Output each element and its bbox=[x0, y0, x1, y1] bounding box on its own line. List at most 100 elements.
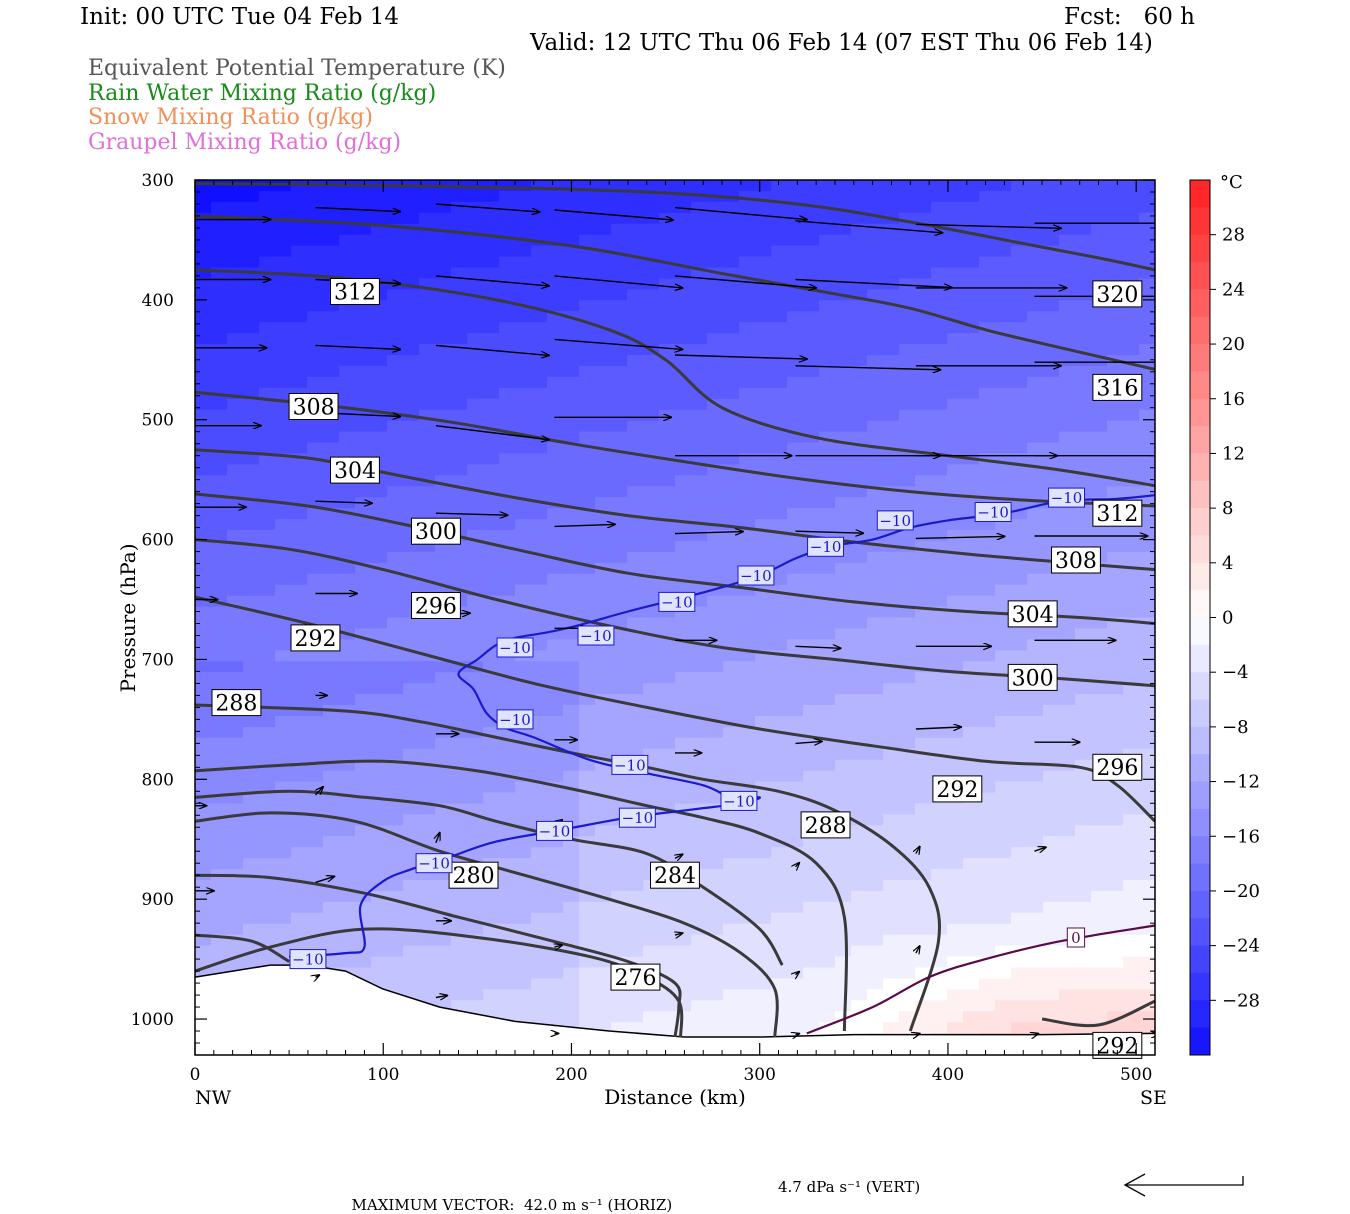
fill-cell bbox=[355, 366, 372, 378]
fill-cell bbox=[707, 978, 724, 990]
fill-cell bbox=[643, 268, 660, 280]
fill-cell bbox=[755, 672, 772, 684]
fill-cell bbox=[899, 771, 916, 783]
fill-cell bbox=[1091, 235, 1108, 247]
fill-cell bbox=[499, 694, 516, 706]
fill-cell bbox=[867, 344, 884, 356]
fill-cell bbox=[595, 771, 612, 783]
fill-cell bbox=[387, 650, 404, 662]
fill-cell bbox=[675, 782, 692, 794]
fill-cell bbox=[355, 355, 372, 367]
fill-cell bbox=[387, 311, 404, 323]
fill-cell bbox=[531, 246, 548, 258]
fill-cell bbox=[915, 672, 932, 684]
fill-cell bbox=[627, 224, 644, 236]
fill-cell bbox=[211, 803, 228, 815]
fill-cell bbox=[691, 727, 708, 739]
fill-cell bbox=[403, 399, 420, 411]
fill-cell bbox=[675, 289, 692, 301]
fill-cell bbox=[883, 628, 900, 640]
fill-cell bbox=[563, 803, 580, 815]
fill-cell bbox=[515, 508, 532, 520]
fill-cell bbox=[259, 913, 276, 925]
fill-cell bbox=[387, 771, 404, 783]
fill-cell bbox=[371, 311, 388, 323]
fill-cell bbox=[819, 464, 836, 476]
fill-cell bbox=[355, 683, 372, 695]
fill-cell bbox=[403, 213, 420, 225]
fill-cell bbox=[195, 246, 212, 258]
fill-cell bbox=[787, 694, 804, 706]
fill-cell bbox=[803, 300, 820, 312]
fill-cell bbox=[931, 333, 948, 345]
fill-cell bbox=[563, 410, 580, 422]
fill-cell bbox=[1139, 672, 1156, 684]
fill-cell bbox=[371, 836, 388, 848]
fill-cell bbox=[627, 213, 644, 225]
fill-cell bbox=[563, 585, 580, 597]
fill-cell bbox=[723, 738, 740, 750]
fill-cell bbox=[339, 607, 356, 619]
fill-cell bbox=[867, 475, 884, 487]
fill-cell bbox=[323, 246, 340, 258]
fill-cell bbox=[211, 289, 228, 301]
fill-cell bbox=[755, 880, 772, 892]
fill-cell bbox=[1075, 847, 1092, 859]
fill-cell bbox=[579, 475, 596, 487]
fill-cell bbox=[707, 443, 724, 455]
fill-cell bbox=[899, 924, 916, 936]
fill-cell bbox=[627, 585, 644, 597]
fill-cell bbox=[371, 421, 388, 433]
fill-cell bbox=[595, 989, 612, 1001]
fill-cell bbox=[243, 464, 260, 476]
fill-cell bbox=[915, 552, 932, 564]
fill-cell bbox=[547, 224, 564, 236]
fill-cell bbox=[307, 311, 324, 323]
fill-cell bbox=[467, 968, 484, 980]
fill-cell bbox=[627, 202, 644, 214]
fill-cell bbox=[739, 552, 756, 564]
fill-cell bbox=[515, 519, 532, 531]
fill-cell bbox=[771, 388, 788, 400]
fill-cell bbox=[739, 202, 756, 214]
fill-cell bbox=[531, 257, 548, 269]
isotherm-minus10-label: −10 bbox=[622, 809, 654, 827]
fill-cell bbox=[675, 246, 692, 258]
fill-cell bbox=[819, 421, 836, 433]
fill-cell bbox=[595, 978, 612, 990]
fill-cell bbox=[595, 257, 612, 269]
fill-cell bbox=[1011, 322, 1028, 334]
fill-cell bbox=[931, 377, 948, 389]
fill-cell bbox=[243, 224, 260, 236]
fill-cell bbox=[739, 891, 756, 903]
fill-cell bbox=[1027, 311, 1044, 323]
fill-cell bbox=[259, 202, 276, 214]
fill-cell bbox=[787, 464, 804, 476]
fill-cell bbox=[307, 727, 324, 739]
fill-cell bbox=[787, 705, 804, 717]
fill-cell bbox=[947, 880, 964, 892]
fill-cell bbox=[819, 388, 836, 400]
fill-cell bbox=[563, 672, 580, 684]
fill-cell bbox=[1059, 683, 1076, 695]
fill-cell bbox=[1027, 705, 1044, 717]
fill-cell bbox=[355, 432, 372, 444]
fill-cell bbox=[451, 782, 468, 794]
fill-cell bbox=[1011, 399, 1028, 411]
fill-cell bbox=[915, 377, 932, 389]
fill-cell bbox=[771, 596, 788, 608]
fill-cell bbox=[1139, 596, 1156, 608]
fill-cell bbox=[467, 924, 484, 936]
fill-cell bbox=[275, 432, 292, 444]
fill-cell bbox=[867, 563, 884, 575]
fill-cell bbox=[995, 224, 1012, 236]
fill-cell bbox=[227, 891, 244, 903]
fill-cell bbox=[675, 399, 692, 411]
fill-cell bbox=[755, 760, 772, 772]
fill-cell bbox=[867, 957, 884, 969]
fill-cell bbox=[227, 508, 244, 520]
fill-cell bbox=[195, 191, 212, 203]
fill-cell bbox=[1011, 443, 1028, 455]
fill-cell bbox=[1123, 946, 1140, 958]
fill-cell bbox=[755, 311, 772, 323]
